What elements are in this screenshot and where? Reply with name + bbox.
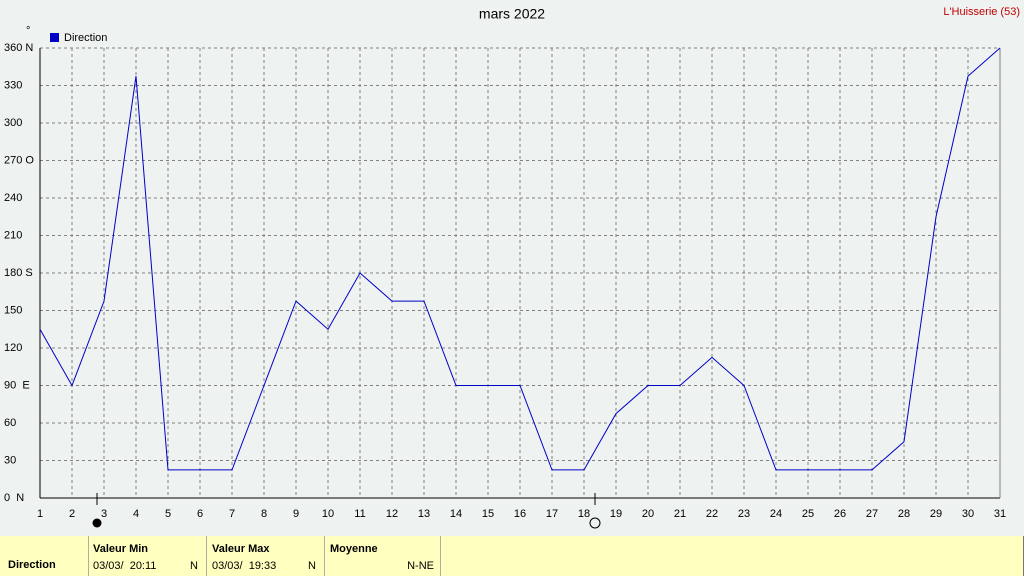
x-tick-label: 10	[322, 508, 334, 520]
x-tick-label: 7	[229, 508, 235, 520]
y-tick-label: 120	[4, 342, 22, 354]
station: L'Huisserie (53)	[943, 6, 1020, 18]
x-tick-label: 9	[293, 508, 299, 520]
cell: Moyenne N-NE	[325, 536, 441, 576]
x-tick-label: 28	[898, 508, 910, 520]
x-tick-label: 8	[261, 508, 267, 520]
date: 03/03/ 20:11	[93, 560, 157, 572]
x-tick-label: 19	[610, 508, 622, 520]
y-tick-label: 360 N	[4, 42, 33, 54]
chart: mars 2022 L'Huisserie (53) ° Direction 0…	[4, 6, 1020, 529]
x-tick-label: 17	[546, 508, 558, 520]
x-tick-label: 16	[514, 508, 526, 520]
y-tick-label: 270 O	[4, 154, 34, 166]
x-tick-label: 24	[770, 508, 782, 520]
date: 03/03/ 19:33	[212, 560, 277, 572]
x-tick-label: 20	[642, 508, 654, 520]
x-tick-label: 12	[386, 508, 398, 520]
y-tick-label: 90 E	[4, 379, 30, 391]
line-series	[39, 47, 1001, 471]
legend-swatch	[50, 33, 59, 42]
y-tick-label: 150	[4, 304, 22, 316]
full-moon	[589, 517, 601, 529]
dir: N	[308, 560, 316, 572]
legend-label: Direction	[64, 32, 107, 44]
x-tick-label: 3	[101, 508, 107, 520]
cell: Valeur Max 03/03/ 19:33 N	[207, 536, 325, 576]
summary-table: Direction Valeur Min 03/03/ 20:11 N Vale…	[0, 536, 1024, 576]
y-tick-label: 60	[4, 417, 16, 429]
x-tick-label: 4	[133, 508, 139, 520]
x-tick-label: 18	[578, 508, 590, 520]
cell: Direction	[0, 536, 89, 576]
x-tick-label: 29	[930, 508, 942, 520]
y-tick-label: 30	[4, 454, 16, 466]
y-unit: °	[26, 25, 30, 37]
x-tick-label: 26	[834, 508, 846, 520]
row-label: Direction	[8, 559, 56, 571]
dir: N-NE	[407, 560, 434, 572]
y-tick-label: 180 S	[4, 267, 33, 279]
new-moon	[92, 518, 102, 528]
header: Valeur Min	[93, 543, 149, 555]
x-tick-label: 15	[482, 508, 494, 520]
x-tick-label: 31	[994, 508, 1006, 520]
x-tick-label: 23	[738, 508, 750, 520]
header: Valeur Max	[212, 543, 270, 555]
header: Moyenne	[330, 543, 378, 555]
y-tick-label: 210	[4, 229, 22, 241]
y-tick-label: 240	[4, 192, 22, 204]
dir: N	[190, 560, 198, 572]
cell: Valeur Min 03/03/ 20:11 N	[88, 536, 207, 576]
chart-title: mars 2022	[479, 6, 545, 22]
x-tick-label: 27	[866, 508, 878, 520]
x-tick-label: 11	[354, 508, 365, 520]
x-tick-label: 2	[69, 508, 75, 520]
x-tick-label: 25	[802, 508, 814, 520]
x-tick-label: 5	[165, 508, 171, 520]
x-tick-label: 21	[674, 508, 686, 520]
x-tick-label: 14	[450, 508, 462, 520]
y-tick-label: 330	[4, 79, 22, 91]
y-tick-label: 0 N	[4, 492, 24, 504]
x-tick-label: 13	[418, 508, 430, 520]
x-tick-label: 22	[706, 508, 718, 520]
y-tick-label: 300	[4, 117, 22, 129]
x-tick-label: 6	[197, 508, 203, 520]
x-tick-label: 1	[37, 508, 43, 520]
x-tick-label: 30	[962, 508, 974, 520]
